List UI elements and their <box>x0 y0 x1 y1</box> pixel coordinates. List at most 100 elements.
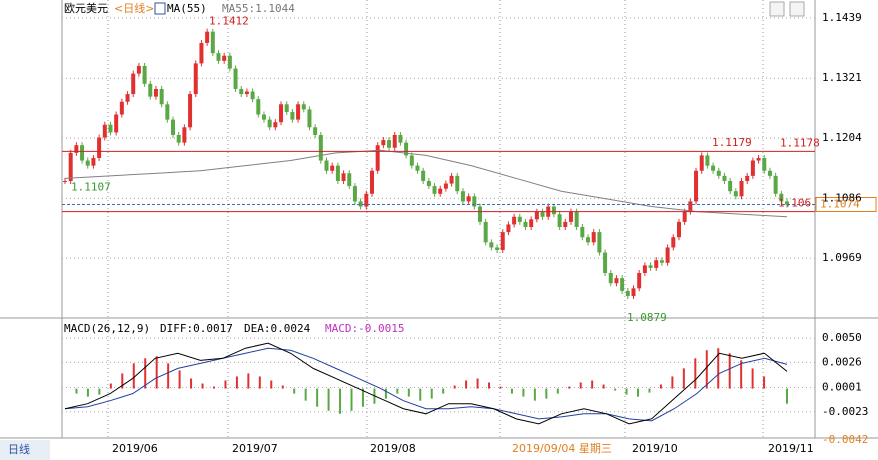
dea-value: DEA:0.0024 <box>244 322 311 335</box>
candle <box>779 193 784 202</box>
candle <box>85 160 90 166</box>
candle <box>574 211 579 227</box>
y-tick-label: 1.1439 <box>822 11 862 24</box>
candle <box>176 134 181 143</box>
macd-value: MACD:-0.0015 <box>325 322 404 335</box>
candle <box>563 221 568 227</box>
price-box-label: 1.1074 <box>820 198 860 211</box>
toolbar-button[interactable] <box>769 1 785 17</box>
candle <box>188 94 193 128</box>
candle <box>739 180 744 197</box>
candle <box>426 180 431 187</box>
candle <box>722 175 727 181</box>
candle <box>358 201 363 207</box>
candle <box>745 175 750 181</box>
candle <box>443 183 448 189</box>
candle <box>478 206 483 222</box>
candle <box>654 260 659 268</box>
candle <box>404 142 409 156</box>
candle <box>233 68 238 89</box>
candle <box>142 65 147 84</box>
candle <box>523 221 528 227</box>
y-tick-label: 1.1086 <box>822 191 862 204</box>
candle <box>171 119 176 135</box>
candle <box>102 124 107 138</box>
candle <box>551 206 556 215</box>
candle <box>568 211 573 222</box>
candle <box>341 173 346 181</box>
candle <box>603 252 608 274</box>
candle <box>409 155 414 166</box>
y-tick-label: -0.0023 <box>822 405 868 418</box>
y-tick-label: 1.1321 <box>822 71 862 84</box>
candle <box>625 290 630 297</box>
candle <box>586 237 591 243</box>
candle <box>711 165 716 171</box>
x-tick-label: 2019/07 <box>232 442 278 455</box>
symbol: 欧元美元 <box>64 2 108 15</box>
candle <box>637 273 642 289</box>
period-tab-bg[interactable] <box>0 440 50 460</box>
candle <box>296 104 301 120</box>
candle <box>324 160 329 171</box>
candle <box>250 91 255 100</box>
ma-value: MA55:1.1044 <box>222 2 295 15</box>
period-tab[interactable]: 日线 <box>8 442 30 456</box>
candle <box>301 104 306 110</box>
y-tick-label: 0.0001 <box>822 381 862 394</box>
candle <box>335 165 340 181</box>
candle <box>148 83 153 97</box>
toolbar-button[interactable] <box>789 1 805 17</box>
candle <box>676 221 681 238</box>
candle <box>68 152 73 181</box>
candle <box>239 88 244 95</box>
date-overlay-bg <box>508 440 628 458</box>
candle <box>279 104 284 123</box>
price-box <box>815 197 877 213</box>
candle <box>665 247 670 263</box>
candle <box>455 175 460 192</box>
candle <box>392 134 397 148</box>
marks <box>62 28 877 425</box>
y-tick-label: 0.0026 <box>822 355 862 368</box>
candle <box>114 114 119 133</box>
candle <box>472 196 477 207</box>
candle <box>517 216 522 222</box>
candle <box>489 242 494 248</box>
candle <box>165 104 170 120</box>
candle <box>375 145 380 171</box>
candle <box>91 157 96 166</box>
level-label: 1.106 <box>778 197 811 210</box>
candle <box>466 196 471 202</box>
ma-icon <box>154 2 166 15</box>
ma-name: MA(55) <box>167 2 207 15</box>
candle <box>244 91 249 95</box>
candle <box>580 226 585 238</box>
candle <box>131 73 136 95</box>
candle <box>398 134 403 143</box>
candle <box>512 216 517 225</box>
candle <box>648 265 653 268</box>
diff-value: DIFF:0.0017 <box>160 322 233 335</box>
y-tick-label: 1.0969 <box>822 251 862 264</box>
candle <box>284 104 289 112</box>
candle <box>449 175 454 184</box>
candle <box>631 288 636 297</box>
candle <box>438 188 443 194</box>
candle <box>267 119 272 128</box>
candle <box>97 137 102 158</box>
candle <box>381 140 386 146</box>
macd-extra: -0.0042 <box>822 433 868 446</box>
x-tick-label: 2019/11 <box>768 442 814 455</box>
candle <box>352 186 357 202</box>
candle <box>694 170 699 202</box>
candle <box>136 65 141 74</box>
ma55-line <box>64 149 788 218</box>
candle <box>483 221 488 243</box>
candle <box>108 124 113 133</box>
x-tick-label: 2019/08 <box>370 442 416 455</box>
candle <box>591 232 596 243</box>
annotation: 1.0879 <box>627 311 667 324</box>
